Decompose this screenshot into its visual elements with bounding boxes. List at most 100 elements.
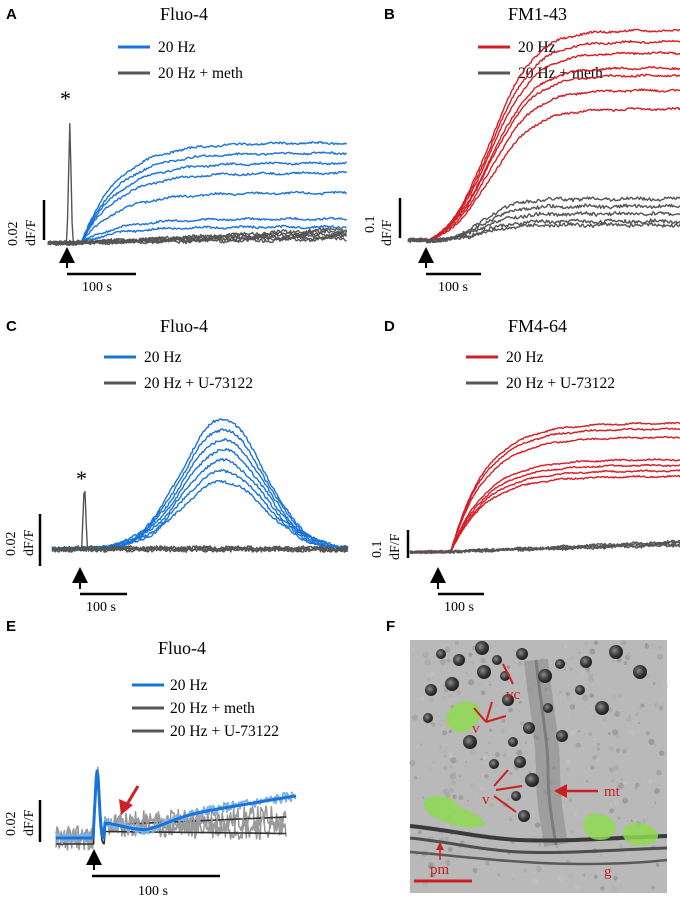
- c-trace-gray-1: [51, 490, 349, 553]
- micrograph-grain: [468, 652, 473, 657]
- micrograph-grain: [581, 670, 588, 677]
- b-trace-gray-1: [407, 196, 680, 244]
- micrograph-grain: [528, 770, 532, 774]
- dense-core-vesicle: [580, 656, 592, 668]
- micrograph-grain: [443, 719, 446, 722]
- dense-core-vesicle: [523, 722, 535, 734]
- micrograph-grain: [477, 681, 482, 686]
- panel-b: B FM1-43 20 Hz 20 Hz + meth 0.1 dF/F 100…: [363, 4, 680, 295]
- micrograph-grain: [439, 872, 445, 879]
- micrograph-grain: [638, 705, 643, 710]
- micrograph-grain: [538, 842, 542, 847]
- micrograph-grain: [427, 765, 434, 772]
- micrograph-grain: [480, 657, 486, 664]
- micrograph-grain: [634, 712, 639, 717]
- panel-a: A Fluo-4 20 Hz 20 Hz + meth * 0.02 dF/F …: [6, 4, 348, 295]
- micrograph-grain: [611, 693, 618, 701]
- micrograph-grain: [603, 699, 606, 702]
- micrograph-grain: [512, 814, 516, 818]
- a-trace-blue-2: [47, 141, 348, 245]
- y-scale-label-e: dF/F: [22, 809, 37, 836]
- micrograph-grain: [651, 885, 655, 890]
- micrograph-grain: [661, 682, 669, 689]
- d-trace-gray-4: [410, 544, 680, 554]
- micrograph-grain: [488, 683, 492, 687]
- micrograph-grain: [647, 883, 651, 886]
- micrograph-grain: [575, 742, 581, 748]
- legend-e-item-3: 20 Hz + U-73122: [170, 723, 279, 740]
- dense-core-vesicle: [543, 703, 553, 713]
- micrograph-grain: [617, 816, 621, 820]
- micrograph-grain: [497, 873, 500, 876]
- micrograph-grain: [444, 755, 446, 758]
- a-trace-blue-3: [47, 161, 348, 245]
- d-trace-red-3: [409, 435, 680, 554]
- micrograph-grain: [465, 761, 467, 763]
- micrograph-grain: [422, 881, 429, 888]
- spike-marker-c: *: [76, 466, 87, 491]
- micrograph-grain: [564, 645, 568, 649]
- micrograph-grain: [548, 847, 551, 850]
- legend-b-item-1: 20 Hz: [518, 39, 556, 56]
- microtubule-edge: [534, 659, 558, 846]
- micrograph-grain: [598, 719, 602, 723]
- micrograph-grain: [617, 693, 623, 698]
- micrograph-grain: [518, 700, 522, 704]
- micrograph-grain: [430, 872, 436, 878]
- green-vesicle-4: [622, 822, 659, 846]
- micrograph-grain: [480, 690, 486, 695]
- dense-core-vesicle: [555, 659, 565, 669]
- micrograph-grain: [441, 694, 447, 700]
- micrograph-grain: [519, 721, 525, 726]
- micrograph-grain: [465, 671, 468, 675]
- micrograph-grain: [502, 753, 507, 758]
- micrograph-grain: [479, 859, 484, 864]
- micrograph-grain: [578, 774, 584, 781]
- d-trace-red-6: [409, 469, 680, 554]
- micrograph-grain: [444, 870, 448, 874]
- micrograph-grain: [458, 795, 464, 800]
- micrograph-grain: [535, 865, 542, 873]
- micrograph-grain: [420, 743, 423, 745]
- green-vesicle-1: [446, 701, 481, 733]
- micrograph-grain: [431, 722, 436, 727]
- micrograph-grain: [648, 738, 655, 745]
- micrograph-grain: [593, 737, 597, 741]
- x-scale-label-e: 100 s: [138, 884, 168, 899]
- micrograph-grain: [578, 730, 581, 733]
- micrograph-grain: [595, 757, 600, 762]
- legend-d-item-2: 20 Hz + U-73122: [506, 375, 615, 392]
- micrograph-grain: [599, 853, 603, 857]
- micrograph-grain: [621, 693, 624, 696]
- micrograph-grain: [443, 765, 448, 771]
- micrograph-grain: [555, 845, 559, 849]
- panel-letter-a: A: [6, 6, 17, 23]
- micrograph-grain: [596, 870, 601, 875]
- v2-pointer-c: [493, 795, 517, 813]
- micrograph-grain: [472, 867, 478, 873]
- micrograph-grain: [482, 754, 488, 760]
- panel-letter-b: B: [384, 6, 395, 23]
- micrograph-grain: [636, 751, 638, 753]
- micrograph-grain: [656, 653, 664, 660]
- micrograph-grain: [466, 799, 469, 802]
- micrograph-grain: [417, 830, 422, 835]
- micrograph-grain: [479, 792, 481, 795]
- micrograph-grain: [605, 691, 608, 694]
- micrograph-grain: [600, 886, 605, 891]
- micrograph-grain: [501, 792, 506, 796]
- legend-a-item-2: 20 Hz + meth: [158, 65, 243, 82]
- micrograph-grain: [416, 813, 420, 817]
- micrograph-grain: [622, 797, 629, 804]
- traces-e: [55, 766, 297, 851]
- plasma-membrane-inner: [409, 836, 668, 855]
- micrograph-grain: [620, 640, 627, 646]
- d-trace-red-2: [410, 427, 680, 554]
- micrograph-grain: [615, 871, 622, 877]
- micrograph-grain: [480, 870, 484, 874]
- micrograph-grain: [646, 818, 649, 821]
- panel-letter-c: C: [6, 318, 17, 335]
- micrograph-grain: [569, 729, 576, 736]
- micrograph-grain: [411, 648, 416, 652]
- micrograph-grain: [489, 802, 494, 808]
